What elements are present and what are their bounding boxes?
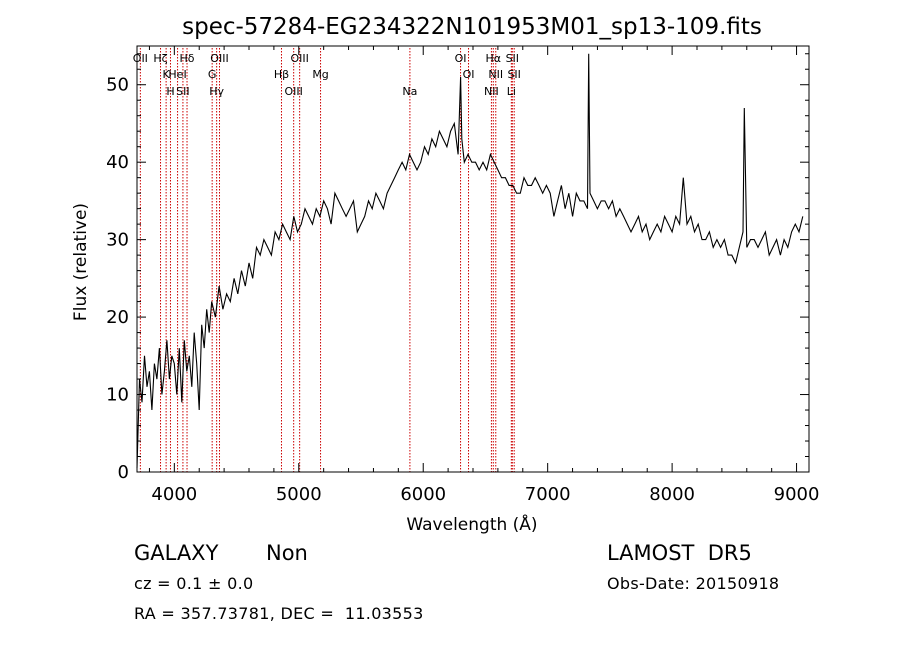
plot-frame: [136, 45, 810, 473]
x-axis-label: Wavelength (Å): [406, 513, 537, 535]
line-label: HeI: [168, 68, 186, 81]
x-tick-label: 8000: [649, 484, 695, 505]
line-label: H: [166, 85, 174, 98]
y-tick-label: 20: [106, 307, 129, 328]
y-tick-label: 30: [106, 230, 129, 251]
line-label: Na: [402, 85, 417, 98]
line-label: Hδ: [180, 52, 195, 65]
y-tick-label: 50: [106, 75, 129, 96]
line-label: NII: [484, 85, 499, 98]
spectrum-line: [136, 53, 804, 469]
line-label: SII: [506, 52, 519, 65]
line-label: SII: [507, 68, 520, 81]
line-label: OI: [463, 68, 475, 81]
x-tick-label: 4000: [151, 484, 197, 505]
line-label: G: [208, 68, 217, 81]
observation-date: Obs-Date: 20150918: [607, 574, 780, 593]
line-label: SII: [176, 85, 189, 98]
redshift-velocity: cz = 0.1 ± 0.0: [134, 574, 254, 593]
line-label: Hζ: [153, 52, 167, 65]
series-layer: [136, 53, 804, 469]
line-label: OIII: [210, 52, 228, 65]
y-tick-label: 10: [106, 385, 129, 406]
x-axis: 4000 5000 6000 7000 8000 9000: [148, 46, 820, 505]
line-label: NII: [488, 68, 503, 81]
x-tick-label: 7000: [525, 484, 571, 505]
chart-title: spec-57284-EG234322N101953M01_sp13-109.f…: [182, 14, 762, 40]
line-label: Hβ: [274, 68, 289, 81]
line-label: Hα: [486, 52, 502, 65]
y-tick-label: 40: [106, 152, 129, 173]
spectral-line-markers: [139, 48, 515, 472]
spectral-line-labels: OIIKHHζHeISIIHδGHγOIIIHβOIIIOIIIMgNaOIOI…: [133, 52, 521, 98]
object-class: GALAXY: [134, 541, 219, 565]
line-label: OI: [455, 52, 467, 65]
x-tick-label: 9000: [774, 484, 820, 505]
line-label: OIII: [290, 52, 308, 65]
line-label: Hγ: [209, 85, 224, 98]
x-tick-label: 6000: [400, 484, 446, 505]
line-label: Li: [507, 85, 516, 98]
y-axis: 0 10 20 30 40 50: [106, 53, 809, 483]
line-label: K: [163, 68, 171, 81]
object-subclass: Non: [266, 541, 308, 565]
coordinates: RA = 357.73781, DEC = 11.03553: [134, 604, 424, 623]
y-tick-label: 0: [118, 462, 129, 483]
y-axis-label: Flux (relative): [71, 203, 91, 321]
line-label: Mg: [312, 68, 328, 81]
line-label: OIII: [284, 85, 302, 98]
survey-release: LAMOST DR5: [607, 541, 752, 565]
x-tick-label: 5000: [276, 484, 322, 505]
